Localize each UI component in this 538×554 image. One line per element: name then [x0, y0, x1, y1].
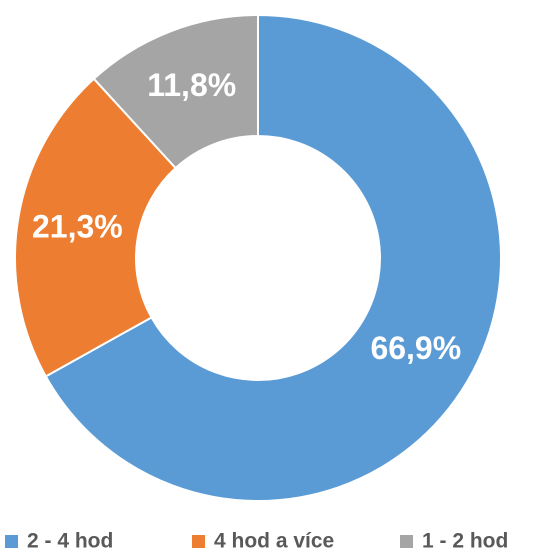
data-label: 21,3%: [32, 208, 123, 244]
legend-swatch: [5, 535, 18, 548]
slice: [14, 77, 178, 378]
legend-label: 2 - 4 hod: [27, 530, 113, 553]
legend-swatch: [192, 535, 205, 548]
slice: [44, 13, 502, 502]
legend-label: 1 - 2 hod: [422, 530, 508, 553]
legend-label: 4 hod a více: [214, 530, 334, 553]
data-label: 11,8%: [147, 67, 236, 103]
slice: [92, 13, 259, 170]
data-label: 66,9%: [370, 330, 461, 366]
legend-swatch: [400, 535, 413, 548]
